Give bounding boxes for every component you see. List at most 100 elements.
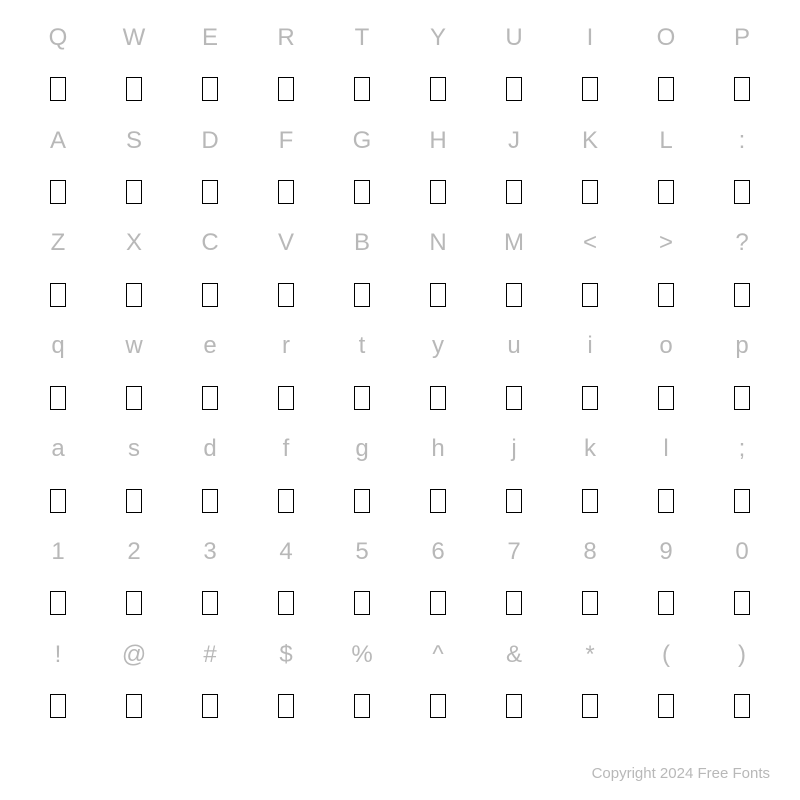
glyph-box bbox=[202, 386, 218, 410]
glyph-box bbox=[126, 489, 142, 513]
label-row: A S D F G H J K L : bbox=[20, 115, 780, 166]
glyph-box bbox=[582, 386, 598, 410]
char-label: p bbox=[735, 332, 748, 360]
char-label: H bbox=[429, 127, 446, 155]
glyph-box bbox=[50, 180, 66, 204]
char-label: K bbox=[582, 127, 598, 155]
glyph-box bbox=[658, 694, 674, 718]
char-label: V bbox=[278, 229, 294, 257]
char-label: ! bbox=[55, 641, 62, 669]
char-label: D bbox=[201, 127, 218, 155]
char-label: Q bbox=[49, 24, 68, 52]
glyph-box bbox=[354, 591, 370, 615]
glyph-box bbox=[278, 180, 294, 204]
char-row-pair: q w e r t y u i o p bbox=[20, 321, 780, 424]
char-label: # bbox=[203, 641, 216, 669]
glyph-box bbox=[50, 386, 66, 410]
char-label: R bbox=[277, 24, 294, 52]
glyph-row bbox=[20, 681, 780, 732]
glyph-box bbox=[278, 694, 294, 718]
char-label: j bbox=[511, 435, 516, 463]
glyph-box bbox=[734, 386, 750, 410]
glyph-box bbox=[430, 591, 446, 615]
glyph-box bbox=[734, 489, 750, 513]
glyph-box bbox=[354, 77, 370, 101]
glyph-box bbox=[430, 694, 446, 718]
char-row-pair: 1 2 3 4 5 6 7 8 9 0 bbox=[20, 526, 780, 629]
char-label: N bbox=[429, 229, 446, 257]
char-row-pair: ! @ # $ % ^ & * ( ) bbox=[20, 629, 780, 732]
glyph-box bbox=[658, 283, 674, 307]
char-label: B bbox=[354, 229, 370, 257]
char-label: 8 bbox=[583, 538, 596, 566]
glyph-box bbox=[354, 283, 370, 307]
char-row-pair: Q W E R T Y U I O P bbox=[20, 12, 780, 115]
char-label: h bbox=[431, 435, 444, 463]
label-row: ! @ # $ % ^ & * ( ) bbox=[20, 629, 780, 680]
glyph-box bbox=[278, 386, 294, 410]
glyph-box bbox=[202, 591, 218, 615]
char-label: L bbox=[659, 127, 672, 155]
char-label: ; bbox=[739, 435, 746, 463]
glyph-box bbox=[506, 591, 522, 615]
char-label: 7 bbox=[507, 538, 520, 566]
char-label: > bbox=[659, 229, 673, 257]
glyph-box bbox=[50, 591, 66, 615]
char-label: o bbox=[659, 332, 672, 360]
char-label: l bbox=[663, 435, 668, 463]
char-label: f bbox=[283, 435, 290, 463]
label-row: Q W E R T Y U I O P bbox=[20, 12, 780, 63]
glyph-box bbox=[430, 180, 446, 204]
char-label: S bbox=[126, 127, 142, 155]
char-label: i bbox=[587, 332, 592, 360]
char-label: & bbox=[506, 641, 522, 669]
char-label: X bbox=[126, 229, 142, 257]
char-label: P bbox=[734, 24, 750, 52]
glyph-box bbox=[202, 694, 218, 718]
label-row: 1 2 3 4 5 6 7 8 9 0 bbox=[20, 526, 780, 577]
char-label: Z bbox=[51, 229, 66, 257]
char-label: 3 bbox=[203, 538, 216, 566]
char-label: % bbox=[351, 641, 372, 669]
char-label: 1 bbox=[51, 538, 64, 566]
glyph-box bbox=[202, 180, 218, 204]
glyph-box bbox=[354, 694, 370, 718]
char-label: : bbox=[739, 127, 746, 155]
glyph-box bbox=[734, 591, 750, 615]
glyph-box bbox=[734, 180, 750, 204]
glyph-box bbox=[582, 591, 598, 615]
glyph-box bbox=[126, 180, 142, 204]
glyph-row bbox=[20, 372, 780, 423]
glyph-box bbox=[50, 77, 66, 101]
char-label: u bbox=[507, 332, 520, 360]
glyph-box bbox=[582, 694, 598, 718]
char-label: F bbox=[279, 127, 294, 155]
char-label: g bbox=[355, 435, 368, 463]
copyright-text: Copyright 2024 Free Fonts bbox=[592, 765, 770, 782]
glyph-box bbox=[354, 489, 370, 513]
char-label: $ bbox=[279, 641, 292, 669]
glyph-box bbox=[506, 489, 522, 513]
char-label: q bbox=[51, 332, 64, 360]
glyph-box bbox=[506, 694, 522, 718]
char-label: Y bbox=[430, 24, 446, 52]
glyph-box bbox=[430, 77, 446, 101]
char-label: ^ bbox=[432, 641, 443, 669]
glyph-box bbox=[50, 694, 66, 718]
character-map: Q W E R T Y U I O P A S D bbox=[20, 12, 780, 732]
glyph-box bbox=[126, 694, 142, 718]
char-label: W bbox=[123, 24, 146, 52]
char-label: G bbox=[353, 127, 372, 155]
glyph-box bbox=[506, 180, 522, 204]
glyph-box bbox=[278, 591, 294, 615]
char-label: J bbox=[508, 127, 520, 155]
glyph-box bbox=[278, 489, 294, 513]
char-row-pair: a s d f g h j k l ; bbox=[20, 423, 780, 526]
glyph-box bbox=[506, 283, 522, 307]
glyph-box bbox=[658, 180, 674, 204]
glyph-box bbox=[126, 283, 142, 307]
char-label: e bbox=[203, 332, 216, 360]
char-label: 9 bbox=[659, 538, 672, 566]
char-label: ) bbox=[738, 641, 746, 669]
char-label: M bbox=[504, 229, 524, 257]
